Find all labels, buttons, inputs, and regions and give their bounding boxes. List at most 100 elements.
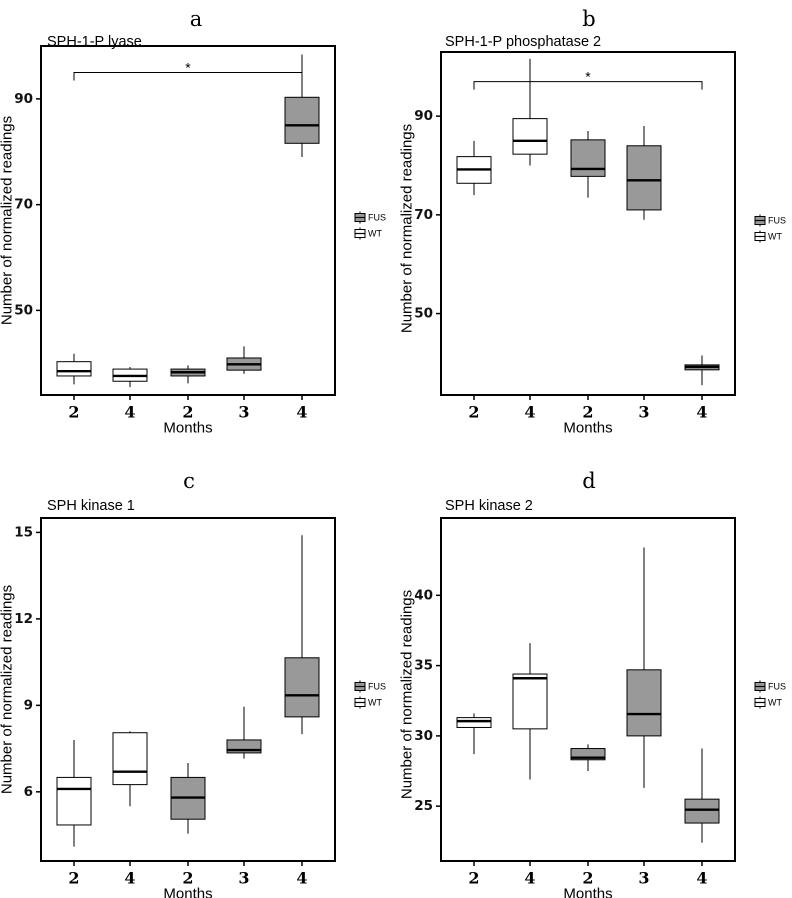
plot-frame bbox=[440, 51, 736, 396]
panel-a: a SPH-1-P lyase 50 70 90 2 4 2 3 4 Months Number of… bbox=[0, 7, 386, 437]
iqr-box bbox=[684, 798, 720, 824]
box-fus-4m bbox=[684, 748, 720, 843]
significance-bracket bbox=[73, 71, 303, 81]
x-tick-label: 2 bbox=[68, 403, 79, 422]
legend-key-fus bbox=[354, 211, 366, 224]
box-wt-2m bbox=[56, 739, 92, 847]
panel-title: SPH-1-P phosphatase 2 bbox=[445, 34, 601, 50]
iqr-box bbox=[284, 96, 320, 144]
box-wt-2m bbox=[456, 713, 492, 755]
iqr-box bbox=[626, 669, 662, 737]
box-fus-2m bbox=[570, 130, 606, 198]
x-tick-label: 2 bbox=[468, 869, 479, 888]
x-axis-label: Months bbox=[163, 420, 212, 437]
y-tick-label: 70 bbox=[414, 207, 433, 223]
legend: FUS WT bbox=[354, 680, 386, 709]
x-axis-label: Months bbox=[563, 886, 612, 898]
panel-letter: b bbox=[582, 7, 595, 31]
x-tick-label: 2 bbox=[182, 869, 193, 888]
legend-label: FUS bbox=[368, 682, 386, 692]
legend-key-fus bbox=[754, 680, 766, 693]
legend-label: FUS bbox=[768, 682, 786, 692]
box-fus-4m bbox=[284, 54, 320, 158]
x-tick-label: 4 bbox=[696, 869, 707, 888]
x-tick-label: 4 bbox=[296, 869, 307, 888]
iqr-box bbox=[570, 748, 606, 761]
legend-key-fus bbox=[354, 680, 366, 693]
legend-key-wt bbox=[354, 227, 366, 240]
y-axis-label: Number of normalized readings bbox=[0, 585, 16, 794]
x-tick-label: 3 bbox=[238, 869, 249, 888]
panel-letter: a bbox=[190, 7, 203, 31]
box-fus-2m bbox=[170, 365, 206, 384]
y-tick-label: 70 bbox=[14, 197, 33, 213]
iqr-box bbox=[456, 717, 492, 728]
x-tick-label: 4 bbox=[124, 403, 135, 422]
iqr-box bbox=[512, 673, 548, 730]
legend: FUS WT bbox=[754, 214, 786, 243]
box-fus-4m bbox=[284, 535, 320, 735]
x-tick-label: 3 bbox=[638, 403, 649, 422]
legend-key-wt bbox=[754, 696, 766, 709]
legend: FUS WT bbox=[754, 680, 786, 709]
box-fus-3m bbox=[226, 346, 262, 374]
x-tick-label: 2 bbox=[182, 403, 193, 422]
y-tick-label: 25 bbox=[414, 798, 433, 814]
iqr-box bbox=[284, 657, 320, 718]
panel-b: b SPH-1-P phosphatase 2 50 70 90 2 4 2 3 4 Months N… bbox=[399, 7, 787, 437]
legend: FUS WT bbox=[354, 211, 386, 240]
box-wt-4m bbox=[112, 366, 148, 388]
x-tick-label: 2 bbox=[582, 869, 593, 888]
x-tick-label: 3 bbox=[638, 869, 649, 888]
legend-label: WT bbox=[368, 698, 382, 708]
box-wt-2m bbox=[456, 140, 492, 196]
x-tick-label: 4 bbox=[696, 403, 707, 422]
box-fus-2m bbox=[570, 744, 606, 772]
legend-label: FUS bbox=[768, 216, 786, 226]
y-tick-label: 40 bbox=[414, 587, 433, 603]
box-fus-2m bbox=[170, 763, 206, 834]
y-tick-label: 6 bbox=[24, 784, 33, 800]
iqr-box bbox=[626, 145, 662, 211]
x-tick-label: 4 bbox=[124, 869, 135, 888]
y-tick-label: 30 bbox=[414, 728, 433, 744]
y-tick-label: 35 bbox=[414, 658, 433, 674]
panel-title: SPH kinase 1 bbox=[47, 498, 135, 514]
y-tick-label: 90 bbox=[14, 91, 33, 107]
panel-letter: c bbox=[183, 469, 195, 493]
iqr-box bbox=[56, 776, 92, 826]
y-tick-label: 50 bbox=[14, 302, 33, 318]
iqr-box bbox=[112, 732, 148, 786]
box-wt-4m bbox=[112, 731, 148, 807]
y-axis-label: Number of normalized readings bbox=[399, 590, 416, 799]
panel-d: d SPH kinase 2 25 30 35 40 2 4 2 3 4 Months Number o… bbox=[399, 469, 787, 898]
panel-c: c SPH kinase 1 6 9 12 15 2 4 2 3 4 Months Number of … bbox=[0, 469, 386, 898]
x-tick-label: 2 bbox=[468, 403, 479, 422]
iqr-box bbox=[56, 361, 92, 377]
y-tick-label: 12 bbox=[14, 611, 33, 627]
legend-key-wt bbox=[354, 696, 366, 709]
box-fus-3m bbox=[626, 547, 662, 788]
x-axis-label: Months bbox=[563, 420, 612, 437]
box-wt-2m bbox=[56, 353, 92, 385]
y-axis-label: Number of normalized readings bbox=[399, 124, 416, 333]
y-tick-label: 50 bbox=[414, 306, 433, 322]
legend-label: WT bbox=[768, 232, 782, 242]
box-fus-3m bbox=[226, 706, 262, 759]
legend-label: WT bbox=[768, 698, 782, 708]
x-tick-label: 2 bbox=[68, 869, 79, 888]
box-wt-4m bbox=[512, 58, 548, 166]
x-tick-label: 4 bbox=[524, 869, 535, 888]
iqr-box bbox=[512, 118, 548, 155]
significance-star: * bbox=[185, 59, 191, 75]
legend-key-fus bbox=[754, 214, 766, 227]
x-tick-label: 4 bbox=[524, 403, 535, 422]
y-axis-label: Number of normalized readings bbox=[0, 116, 16, 325]
significance-star: * bbox=[585, 69, 591, 85]
panel-letter: d bbox=[582, 469, 595, 493]
x-tick-label: 3 bbox=[238, 403, 249, 422]
x-tick-label: 4 bbox=[296, 403, 307, 422]
x-axis-label: Months bbox=[163, 886, 212, 898]
significance-bracket bbox=[473, 81, 703, 90]
